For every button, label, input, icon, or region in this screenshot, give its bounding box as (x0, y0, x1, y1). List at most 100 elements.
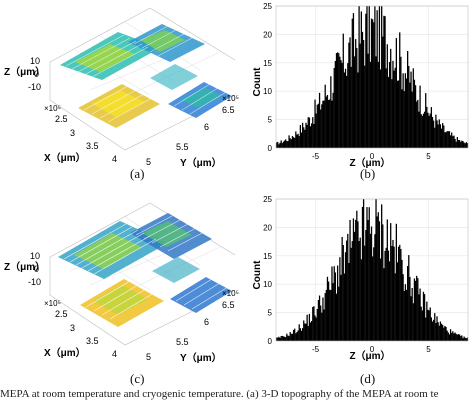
histogram-bar (379, 258, 382, 341)
histogram-bar (301, 328, 304, 341)
histogram-bar (395, 223, 397, 341)
y-tick-label: 5 (146, 157, 151, 167)
histogram-bar (381, 6, 383, 148)
histogram-bar (401, 89, 403, 148)
histogram-bar (286, 333, 288, 341)
histogram-bar (336, 52, 339, 149)
histogram-bar (324, 84, 326, 148)
histogram-bar (435, 323, 437, 341)
histogram-bar (423, 111, 426, 148)
histogram-bar (355, 219, 357, 341)
histogram-bar (356, 210, 358, 341)
histogram-bar (429, 113, 431, 148)
x-axis-label: Z（μm） (349, 349, 390, 362)
histogram-bar (343, 273, 346, 341)
histogram-bar (323, 100, 325, 148)
histogram-bar (317, 103, 320, 148)
histogram-bar (361, 31, 364, 149)
histogram-bar (443, 327, 445, 341)
histogram-bar (325, 96, 327, 148)
histogram-bar (322, 297, 324, 341)
histogram-bar (348, 42, 350, 148)
histogram-bar (327, 281, 330, 341)
histogram-bar (342, 33, 344, 149)
histogram-bar (341, 236, 343, 341)
x-tick-label: -5 (312, 152, 320, 161)
histogram-bar (370, 18, 373, 148)
histogram-bar (426, 301, 428, 341)
histogram-bar (342, 245, 344, 341)
x-tick-label: 2.5 (55, 114, 68, 124)
histogram-bar (383, 268, 385, 341)
histogram-bar (452, 136, 454, 148)
histogram-bar (304, 323, 306, 341)
histogram-bar (466, 143, 469, 148)
histogram-bar (334, 61, 337, 148)
histogram-bar (442, 123, 444, 148)
z-tick-label: -10 (28, 82, 41, 92)
histogram-bar (351, 18, 353, 148)
histogram-bar (425, 317, 427, 341)
x-tick-label: 3.5 (86, 336, 99, 346)
histogram-bar (364, 245, 366, 341)
histogram-bar (290, 333, 292, 341)
histogram-bar (413, 79, 416, 148)
histogram-bar (400, 249, 402, 341)
histogram-bar (448, 334, 451, 341)
histogram-bar (417, 278, 419, 341)
histogram-bar (341, 62, 343, 148)
histogram-bar (299, 124, 301, 148)
histogram-bar (280, 140, 282, 148)
histogram-bar (365, 13, 367, 149)
histogram-bar (306, 314, 308, 341)
histogram-bar (299, 328, 301, 341)
histogram-bar (277, 337, 279, 341)
histogram-bar (281, 335, 283, 341)
histogram-bar (278, 144, 280, 148)
histogram-bar (464, 143, 466, 148)
histogram-bar (294, 328, 296, 341)
caption-a: (a) (130, 166, 145, 181)
histogram-bar (352, 218, 355, 341)
histogram-bar (443, 125, 445, 148)
histogram-bars (276, 199, 469, 341)
histogram-bar (446, 131, 448, 148)
histogram-bar (312, 307, 314, 341)
histogram-bar (377, 61, 379, 149)
histogram-bar (303, 320, 305, 341)
histogram-bar (349, 219, 351, 341)
histogram-bar (357, 72, 359, 148)
x-axis-exponent: ×10⁵ (44, 104, 61, 113)
histogram-bar (402, 73, 404, 148)
z-tick-label: 0 (34, 69, 39, 79)
histogram-bar (457, 140, 460, 148)
histogram-bar (332, 92, 334, 148)
histogram-bar (368, 6, 370, 148)
y-tick-label: 20 (263, 223, 272, 232)
histogram-bar (330, 290, 332, 341)
histogram-bar (320, 305, 322, 341)
histogram-bar (356, 48, 358, 148)
histogram-bar (410, 71, 412, 148)
histogram-bar (327, 99, 330, 148)
histogram-bar (384, 250, 386, 341)
histogram-bar (297, 133, 299, 148)
histogram-bar (391, 79, 393, 148)
histogram-bar (281, 143, 283, 148)
histogram-bar (301, 122, 304, 148)
x-tick-label: 3 (70, 128, 75, 138)
histogram-bar (285, 337, 287, 341)
histogram-bar (412, 68, 414, 148)
histogram-bar (453, 333, 455, 341)
histogram-bar (417, 99, 419, 148)
surface-plot-a: Z（μm） 10 0 -10 ×10⁵ 2.5 3 3.5 4 X（μm） 5 … (4, 7, 239, 169)
histogram-bar (300, 330, 303, 341)
histogram-bar (420, 114, 422, 148)
x-axis-label: X（μm） (44, 151, 86, 164)
histogram-bar (287, 335, 289, 341)
histogram-b: 0 5 10 15 20 25 -5 0 5 Count Z（μm） (252, 2, 469, 169)
histogram-bar (372, 19, 374, 148)
histogram-bar (404, 284, 407, 341)
histogram-bar (366, 6, 368, 148)
histogram-bar (420, 306, 422, 341)
